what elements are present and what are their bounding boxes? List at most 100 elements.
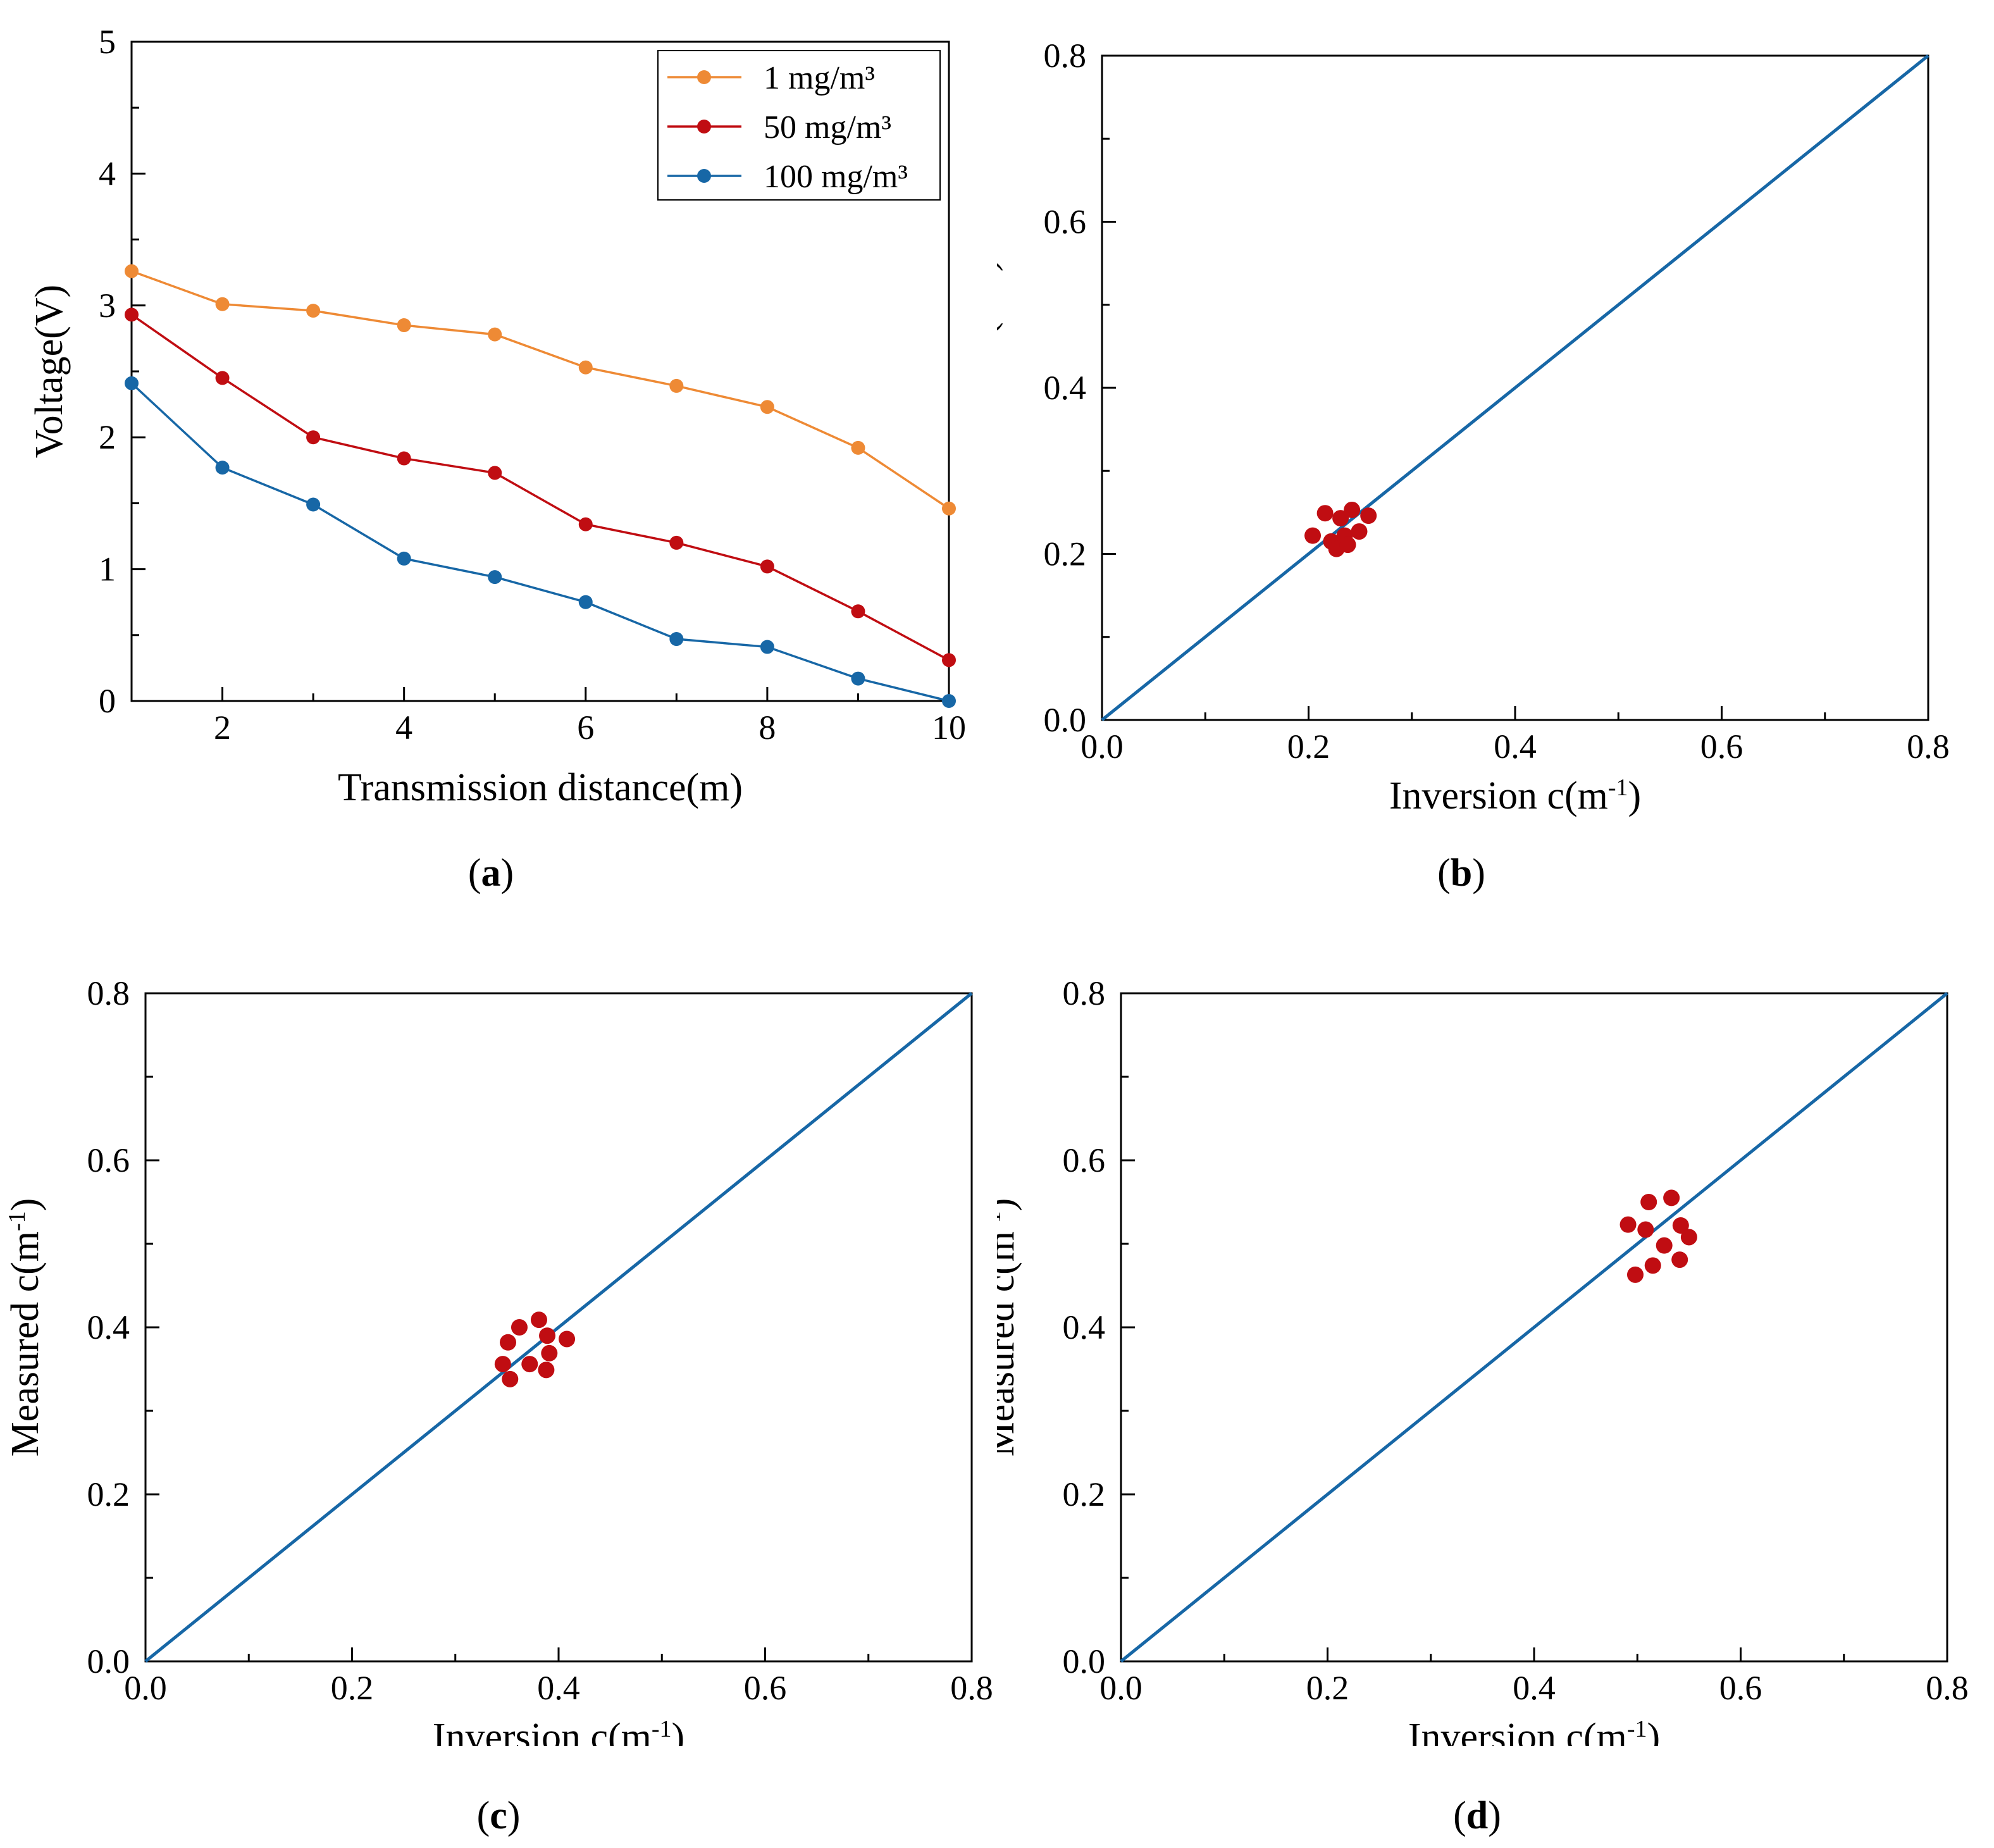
- series-line-2: [130, 382, 950, 702]
- data-point: [559, 1330, 576, 1348]
- legend-marker: [697, 70, 711, 84]
- x-tick-label: 0.8: [1926, 1669, 1969, 1707]
- legend-marker: [697, 120, 711, 133]
- data-point: [1351, 523, 1368, 540]
- x-tick-label: 4: [395, 709, 412, 747]
- x-axis-label: Inversion c(m-1): [1389, 774, 1641, 817]
- data-point: [1619, 1216, 1637, 1233]
- y-tick-label: 0.2: [1063, 1475, 1106, 1513]
- x-tick-label: 0.6: [1719, 1669, 1762, 1707]
- data-point: [215, 461, 230, 475]
- chart-c: 0.0 0.2 0.4 0.6 0.8 0.0 0.2 0.4 0.6 0.8 Inversion …: [4, 974, 993, 1746]
- data-point: [942, 694, 956, 708]
- data-point: [530, 1312, 547, 1329]
- data-point: [760, 559, 774, 574]
- legend-label: 1 mg/m³: [764, 60, 875, 96]
- data-point: [851, 671, 865, 686]
- panel-label-open: (: [1453, 1794, 1466, 1837]
- data-point: [578, 595, 593, 609]
- x-axis-label: Transmission distance(m): [338, 766, 743, 809]
- x-axis-label: Inversion c(m-1): [433, 1716, 684, 1746]
- data-point: [538, 1361, 555, 1379]
- panel-label-close: ): [500, 852, 514, 895]
- data-point: [1663, 1189, 1680, 1206]
- x-tick-label: 8: [759, 709, 776, 747]
- chart-d: 0.0 0.2 0.4 0.6 0.8 0.0 0.2 0.4 0.6 0.8 Inversion …: [997, 974, 1969, 1746]
- x-tick-label: 0.0: [1099, 1669, 1143, 1707]
- data-point: [215, 297, 230, 311]
- panel-label-close: ): [507, 1794, 521, 1837]
- panel-label-open: (: [468, 852, 481, 895]
- x-tick-label: 0.4: [1494, 728, 1537, 766]
- data-point: [1332, 510, 1349, 527]
- data-point: [541, 1344, 558, 1361]
- plot-area: 0.0 0.2 0.4 0.6 0.8 0.0 0.2 0.4 0.6 0.8 Inversion …: [4, 974, 993, 1746]
- panel-label-close: ): [1472, 852, 1485, 895]
- y-tick-label: 0.4: [1063, 1308, 1106, 1346]
- panel-label-letter: c: [490, 1794, 507, 1837]
- plot-area: 2 4 6 8 10 0 1 2 3 4 5 Transmission distance(m) Volt…: [28, 23, 966, 809]
- data-point: [1637, 1221, 1654, 1238]
- x-tick-label: 0.6: [1700, 728, 1743, 766]
- data-point: [397, 451, 411, 466]
- y-tick-label: 0.4: [87, 1308, 130, 1346]
- panel-label-c: (c): [435, 1794, 562, 1839]
- y-tick-label: 0.8: [1044, 37, 1087, 75]
- y-tick-label: 0.6: [1044, 203, 1087, 241]
- panel-label-letter: a: [481, 852, 501, 895]
- data-point: [397, 551, 411, 566]
- data-point: [397, 318, 411, 333]
- y-axis-label: Measured c(m-1): [997, 1198, 1022, 1457]
- y-tick-label: 3: [99, 287, 116, 325]
- series-line-0: [131, 270, 950, 510]
- data-point: [578, 360, 593, 375]
- y-axis-label: Measured c(m-1): [997, 259, 1003, 518]
- legend-label: 100 mg/m³: [764, 159, 908, 195]
- legend-label: 50 mg/m³: [764, 109, 891, 146]
- data-point: [494, 1356, 511, 1373]
- x-tick-label: 2: [214, 709, 231, 747]
- data-point: [125, 307, 139, 322]
- chart-a: 2 4 6 8 10 0 1 2 3 4 5 Transmission distance(m) Volt…: [28, 23, 966, 809]
- data-point: [1644, 1257, 1661, 1274]
- x-tick-label: 0.0: [124, 1669, 167, 1707]
- data-point: [851, 604, 865, 619]
- data-point: [125, 376, 139, 390]
- y-axis-label: Voltage(V): [28, 285, 71, 458]
- y-tick-label: 0.0: [1044, 701, 1087, 739]
- data-point: [306, 430, 321, 445]
- x-tick-label: 0.2: [1306, 1669, 1349, 1707]
- y-tick-label: 5: [99, 23, 116, 61]
- panel-label-open: (: [1437, 852, 1451, 895]
- y-tick-label: 4: [99, 154, 116, 192]
- data-point: [1344, 501, 1361, 518]
- data-point: [488, 570, 502, 585]
- panel-label-d: (d): [1414, 1794, 1540, 1839]
- data-point: [669, 632, 684, 647]
- data-point: [1316, 505, 1334, 522]
- data-point: [125, 264, 139, 278]
- x-tick-label: 0.8: [950, 1669, 993, 1707]
- data-point: [1339, 536, 1356, 554]
- reference-line: [144, 992, 973, 1663]
- x-tick-label: 0.8: [1907, 728, 1950, 766]
- reference-line: [1120, 992, 1948, 1663]
- data-point: [578, 517, 593, 531]
- y-tick-label: 0.8: [1063, 974, 1106, 1012]
- data-point: [1360, 507, 1377, 524]
- data-point: [502, 1370, 519, 1387]
- panel-label-b: (b): [1398, 851, 1525, 896]
- data-point: [1672, 1217, 1689, 1234]
- data-point: [1626, 1266, 1644, 1283]
- data-point: [1671, 1251, 1688, 1268]
- data-point: [942, 653, 956, 667]
- legend-marker: [697, 169, 711, 183]
- data-point: [521, 1356, 538, 1373]
- y-tick-label: 0.0: [87, 1642, 130, 1680]
- chart-b: 0.0 0.2 0.4 0.6 0.8 0.0 0.2 0.4 0.6 0.8 Inversion …: [997, 37, 1950, 817]
- data-point: [539, 1327, 556, 1344]
- x-tick-label: 0.6: [744, 1669, 787, 1707]
- data-point: [760, 400, 774, 414]
- panel-label-open: (: [476, 1794, 490, 1837]
